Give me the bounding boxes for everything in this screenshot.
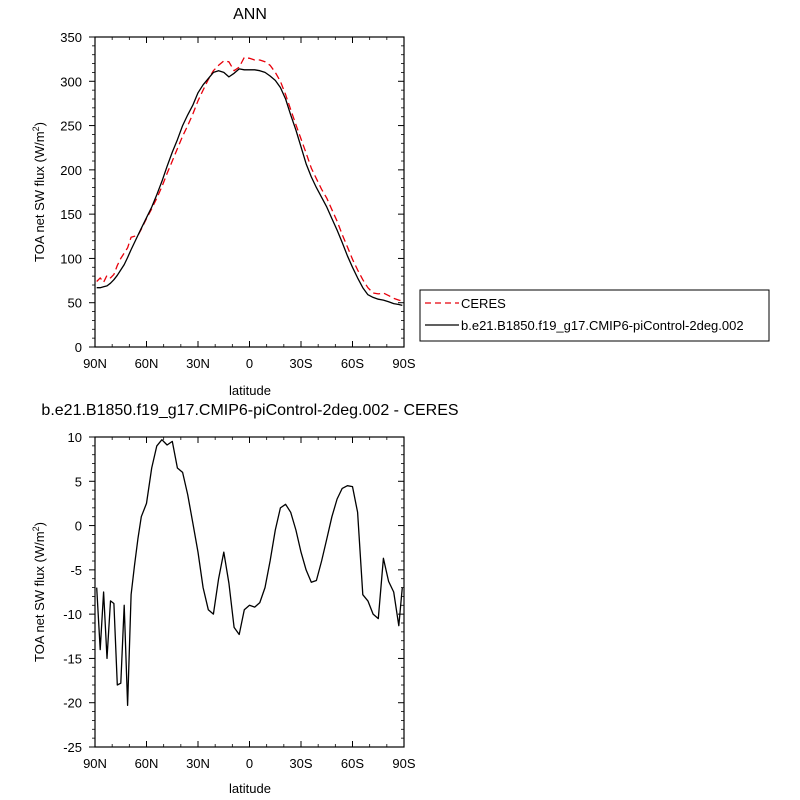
bottom-y-tick-label: -5 [70, 563, 82, 578]
bottom-x-tick-label: 90S [392, 756, 415, 771]
bottom-y-tick-label: -15 [63, 651, 82, 666]
bottom-y-tick-label: -20 [63, 696, 82, 711]
bottom-x-tick-label: 30N [186, 756, 210, 771]
top-plot-area: 90N 60N 30N 0 30S 60S 90S 0 50 100 150 200 250 300 350 [60, 30, 416, 371]
bottom-y-tick-label: 10 [68, 430, 82, 445]
bottom-y-tick-label: 5 [75, 474, 82, 489]
bottom-x-tick-label: 90N [83, 756, 107, 771]
legend-label-model: b.e21.B1850.f19_g17.CMIP6-piControl-2deg… [461, 318, 744, 333]
top-x-tick-label: 30S [289, 356, 312, 371]
top-y-tick-label: 300 [60, 74, 82, 89]
top-x-tick-label: 0 [246, 356, 253, 371]
top-x-tick-label: 90S [392, 356, 415, 371]
bottom-x-axis-label: latitude [229, 781, 271, 796]
bottom-panel: b.e21.B1850.f19_g17.CMIP6-piControl-2deg… [31, 402, 459, 796]
bottom-x-tick-label: 30S [289, 756, 312, 771]
top-x-tick-label: 60S [341, 356, 364, 371]
top-plot-frame [94, 36, 405, 348]
top-y-tick-label: 150 [60, 207, 82, 222]
bottom-series-line-0 [96, 439, 403, 707]
bottom-plot-frame [94, 436, 405, 748]
bottom-plot-area: 90N 60N 30N 0 30S 60S 90S -25 -20 -15 -10 -5 0 5 10 [63, 430, 416, 771]
top-series-line-1 [96, 68, 403, 307]
bottom-y-tick-label: -10 [63, 607, 82, 622]
top-y-tick-label: 50 [68, 296, 82, 311]
bottom-y-tick-label: 0 [75, 519, 82, 534]
bottom-x-tick-label: 60S [341, 756, 364, 771]
top-y-tick-label: 350 [60, 30, 82, 45]
top-y-tick-label: 250 [60, 119, 82, 134]
top-panel: ANN 90N 60N 30N 0 30S 60S 90S 0 50 100 150 200 250 30… [31, 6, 770, 398]
top-x-axis-label: latitude [229, 383, 271, 398]
bottom-y-axis-label: TOA net SW flux (W/m2) [31, 522, 47, 662]
top-x-tick-label: 60N [135, 356, 159, 371]
top-x-tick-label: 30N [186, 356, 210, 371]
bottom-x-tick-label: 60N [135, 756, 159, 771]
legend: CERES b.e21.B1850.f19_g17.CMIP6-piContro… [419, 289, 770, 342]
top-y-tick-label: 0 [75, 340, 82, 355]
bottom-x-tick-label: 0 [246, 756, 253, 771]
legend-box [419, 289, 770, 342]
top-y-tick-label: 100 [60, 251, 82, 266]
legend-label-ceres: CERES [461, 296, 506, 311]
top-chart-title: ANN [233, 6, 267, 23]
top-y-tick-label: 200 [60, 163, 82, 178]
bottom-y-tick-label: -25 [63, 740, 82, 755]
bottom-chart-title: b.e21.B1850.f19_g17.CMIP6-piControl-2deg… [41, 402, 458, 419]
top-y-axis-label: TOA net SW flux (W/m2) [31, 122, 47, 262]
top-series-line-0 [96, 56, 403, 302]
top-x-tick-label: 90N [83, 356, 107, 371]
